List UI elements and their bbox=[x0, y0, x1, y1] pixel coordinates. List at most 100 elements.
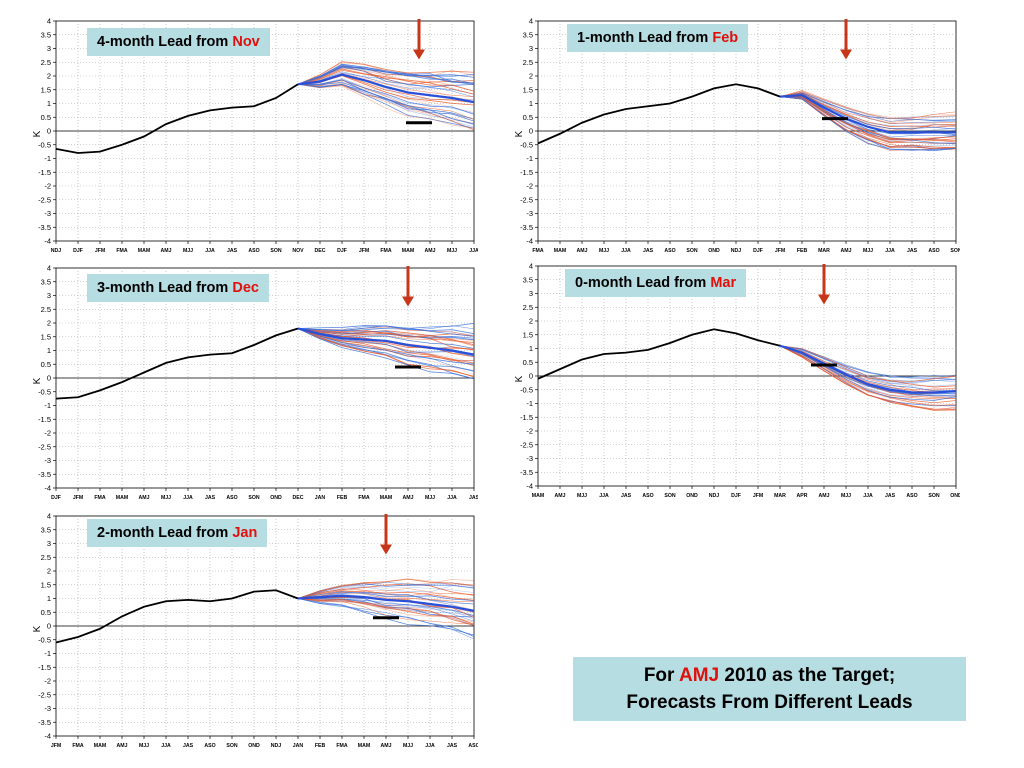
observed-line bbox=[537, 83, 781, 145]
lead-label-text: 4-month Lead from bbox=[97, 34, 233, 50]
y-axis-label: K bbox=[32, 625, 43, 632]
y-tick-label: 3.5 bbox=[523, 30, 533, 39]
y-tick-label: 3 bbox=[47, 291, 51, 300]
lead-label-jan: 2-month Lead from Jan bbox=[87, 519, 268, 547]
y-tick-label: -3.5 bbox=[520, 223, 533, 232]
y-tick-label: -2.5 bbox=[38, 195, 51, 204]
y-tick-label: -3 bbox=[44, 704, 51, 713]
x-tick-label: MAM bbox=[402, 248, 414, 254]
y-tick-label: -3 bbox=[44, 456, 51, 465]
y-tick-label: 0.5 bbox=[523, 113, 533, 122]
x-tick-label: JAS bbox=[621, 493, 632, 499]
x-tick-label: DJF bbox=[337, 248, 347, 254]
ensemble-member-line bbox=[297, 328, 475, 379]
ensemble-member-line bbox=[297, 590, 475, 601]
y-tick-label: -1.5 bbox=[520, 413, 533, 422]
target-caption-post: 2010 as the Target; bbox=[719, 665, 896, 686]
ensemble-member-line bbox=[779, 91, 957, 118]
x-tick-label: JAS bbox=[205, 495, 216, 501]
y-tick-label: 2 bbox=[529, 72, 533, 81]
observed-line bbox=[55, 327, 299, 400]
x-tick-label: JAS bbox=[885, 493, 896, 499]
y-tick-label: 0.5 bbox=[41, 360, 51, 369]
ensemble-member-line bbox=[297, 83, 475, 126]
x-tick-label: NOV bbox=[292, 248, 304, 254]
y-tick-label: 0 bbox=[47, 374, 51, 383]
y-axis-label: K bbox=[514, 375, 525, 382]
ensemble-member-line bbox=[297, 578, 475, 599]
chart-panel-dec: -4 -3.5 -3 -2.5 -2 -1.5 -1 -0.5 0 0.5 1 1.5 2 2.5 3 3.5… bbox=[30, 262, 478, 507]
y-tick-label: -1.5 bbox=[38, 663, 51, 672]
x-tick-label: NDJ bbox=[731, 248, 741, 254]
y-tick-label: -3.5 bbox=[38, 718, 51, 727]
y-tick-label: -2.5 bbox=[38, 690, 51, 699]
ensemble-member-line bbox=[779, 345, 957, 406]
lead-label-month: Nov bbox=[232, 34, 260, 50]
x-tick-label: SON bbox=[950, 248, 960, 254]
chart-panel-jan: -4 -3.5 -3 -2.5 -2 -1.5 -1 -0.5 0 0.5 1 1.5 2 2.5 3 3.5… bbox=[30, 510, 478, 755]
ensemble-mean-line bbox=[297, 327, 475, 356]
y-tick-label: -0.5 bbox=[520, 140, 533, 149]
ensemble-member-line bbox=[779, 345, 957, 410]
x-tick-label: ASO bbox=[928, 248, 939, 254]
x-tick-label: DJF bbox=[731, 493, 741, 499]
y-axis-label: K bbox=[32, 377, 43, 384]
ensemble-member-line bbox=[297, 79, 475, 120]
ensemble-member-line bbox=[779, 96, 957, 143]
y-tick-label: -4 bbox=[44, 732, 51, 741]
ensemble-member-line bbox=[297, 598, 475, 625]
x-tick-label: SON bbox=[226, 743, 237, 749]
ensemble-member-line bbox=[297, 328, 475, 349]
y-tick-label: -0.5 bbox=[38, 140, 51, 149]
chart-svg-nov: -4 -3.5 -3 -2.5 -2 -1.5 -1 -0.5 0 0.5 1 1.5 2 2.5 3 3.5… bbox=[32, 17, 478, 255]
x-tick-label: FMA bbox=[94, 495, 105, 501]
x-tick-label: ASO bbox=[664, 248, 675, 254]
ensemble-member-line bbox=[297, 598, 475, 627]
y-tick-label: 2.5 bbox=[523, 58, 533, 67]
x-tick-label: JFM bbox=[359, 248, 369, 254]
ensemble-member-line bbox=[297, 69, 475, 95]
x-tick-label: JFM bbox=[753, 493, 763, 499]
y-tick-label: -4 bbox=[526, 237, 533, 246]
x-tick-label: JAN bbox=[315, 495, 326, 501]
x-tick-label: SON bbox=[270, 248, 281, 254]
lead-label-month: Jan bbox=[232, 525, 258, 541]
x-tick-label: AMJ bbox=[425, 248, 436, 254]
y-tick-label: 1.5 bbox=[523, 330, 533, 339]
x-tick-label: SON bbox=[248, 495, 259, 501]
target-arrow-head bbox=[402, 296, 414, 307]
ensemble-member-line bbox=[297, 83, 475, 129]
x-tick-label: OND bbox=[708, 248, 720, 254]
y-axis-label: K bbox=[32, 130, 43, 137]
x-tick-label: MAM bbox=[138, 248, 150, 254]
ensemble-member-line bbox=[297, 592, 475, 602]
ensemble-member-line bbox=[297, 328, 475, 375]
y-tick-label: 1.5 bbox=[523, 85, 533, 94]
y-tick-label: 1 bbox=[529, 99, 533, 108]
ensemble-member-line bbox=[779, 345, 957, 383]
y-axis-label: K bbox=[514, 130, 525, 137]
x-tick-label: AMJ bbox=[117, 743, 128, 749]
x-tick-label: JAS bbox=[183, 743, 194, 749]
y-tick-label: -2 bbox=[44, 429, 51, 438]
lead-label-feb: 1-month Lead from Feb bbox=[567, 24, 749, 52]
y-tick-label: -2.5 bbox=[520, 440, 533, 449]
x-tick-label: JJA bbox=[469, 248, 478, 254]
y-tick-label: 0.5 bbox=[523, 358, 533, 367]
x-tick-label: JAS bbox=[447, 743, 458, 749]
y-tick-label: -1 bbox=[44, 154, 51, 163]
chart-svg-jan: -4 -3.5 -3 -2.5 -2 -1.5 -1 -0.5 0 0.5 1 1.5 2 2.5 3 3.5… bbox=[32, 512, 478, 750]
x-tick-label: JJA bbox=[621, 248, 631, 254]
x-tick-label: APR bbox=[797, 493, 808, 499]
y-tick-label: 0 bbox=[529, 372, 533, 381]
ensemble-member-line bbox=[297, 598, 475, 626]
x-tick-label: MJJ bbox=[447, 248, 457, 254]
y-tick-label: -0.5 bbox=[38, 387, 51, 396]
ensemble-member-line bbox=[297, 586, 475, 599]
x-tick-label: ASO bbox=[906, 493, 917, 499]
y-tick-label: -4 bbox=[526, 482, 533, 491]
x-tick-label: JAS bbox=[469, 495, 478, 501]
ensemble-member-line bbox=[297, 328, 475, 380]
ensemble-member-line bbox=[297, 83, 475, 129]
x-tick-label: DJF bbox=[73, 248, 83, 254]
